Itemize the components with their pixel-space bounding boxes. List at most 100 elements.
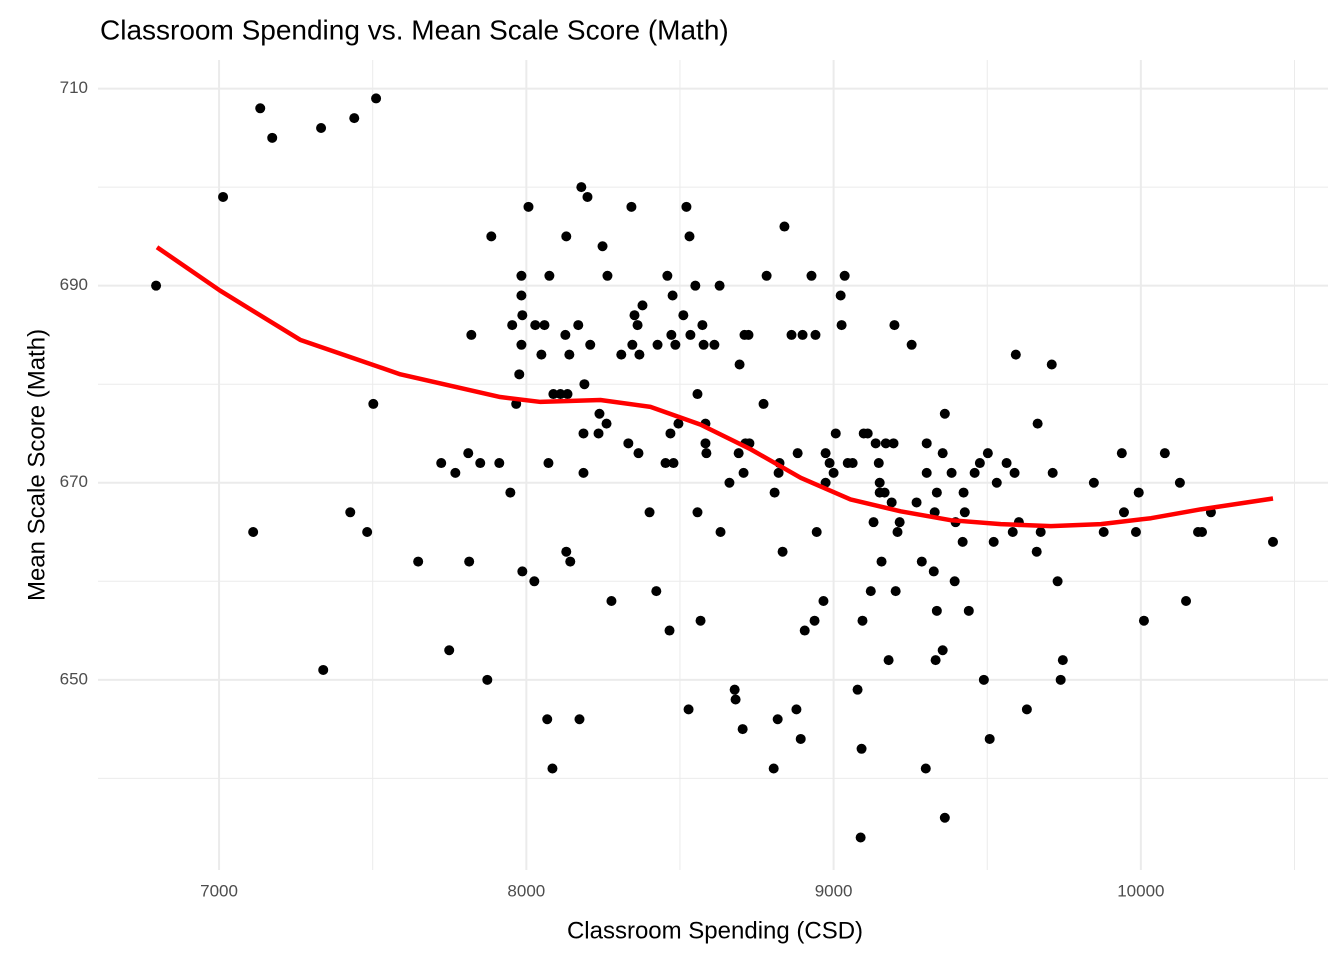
- point: [486, 231, 497, 242]
- point: [516, 339, 527, 350]
- point: [946, 467, 957, 478]
- point: [678, 310, 689, 321]
- point: [957, 536, 968, 547]
- point: [475, 458, 486, 469]
- point: [1174, 477, 1185, 488]
- point: [413, 556, 424, 567]
- point: [958, 487, 969, 498]
- point: [665, 428, 676, 439]
- point: [1010, 349, 1021, 360]
- point: [536, 349, 547, 360]
- point: [529, 576, 540, 587]
- point: [316, 122, 327, 133]
- point: [811, 527, 822, 538]
- point: [664, 625, 675, 636]
- x-tick-label: 9000: [815, 881, 853, 900]
- point: [888, 438, 899, 449]
- point: [684, 231, 695, 242]
- point: [806, 270, 817, 281]
- chart-title: Classroom Spending vs. Mean Scale Score …: [100, 14, 729, 45]
- x-tick-label: 8000: [507, 881, 545, 900]
- point: [1052, 576, 1063, 587]
- point: [670, 339, 681, 350]
- point: [623, 438, 634, 449]
- point: [578, 428, 589, 439]
- point: [931, 605, 942, 616]
- point: [890, 586, 901, 597]
- point: [1001, 458, 1012, 469]
- point: [879, 487, 890, 498]
- point: [690, 280, 701, 291]
- point: [894, 517, 905, 528]
- point: [151, 280, 162, 291]
- point: [539, 320, 550, 331]
- point: [714, 280, 725, 291]
- point: [1098, 527, 1109, 538]
- point: [1055, 674, 1066, 685]
- point: [937, 448, 948, 459]
- point: [818, 595, 829, 606]
- point: [574, 714, 585, 725]
- point: [626, 201, 637, 212]
- point: [466, 329, 477, 340]
- point: [963, 605, 974, 616]
- point: [660, 458, 671, 469]
- point: [828, 467, 839, 478]
- point: [685, 329, 696, 340]
- point: [464, 556, 475, 567]
- point: [1088, 477, 1099, 488]
- point: [809, 615, 820, 626]
- point: [738, 467, 749, 478]
- point: [1116, 448, 1127, 459]
- point: [1057, 655, 1068, 666]
- point: [830, 428, 841, 439]
- point: [1133, 487, 1144, 498]
- point: [868, 517, 879, 528]
- y-tick-label: 690: [60, 275, 88, 294]
- point: [673, 418, 684, 429]
- fit-line: [155, 245, 1274, 529]
- point: [597, 241, 608, 252]
- point: [1007, 527, 1018, 538]
- point: [578, 467, 589, 478]
- point: [839, 270, 850, 281]
- point: [692, 389, 703, 400]
- point: [651, 586, 662, 597]
- point: [835, 290, 846, 301]
- point: [792, 448, 803, 459]
- point: [494, 458, 505, 469]
- point: [555, 389, 566, 400]
- point: [921, 438, 932, 449]
- point: [949, 576, 960, 587]
- point: [436, 458, 447, 469]
- point: [865, 586, 876, 597]
- point: [585, 339, 596, 350]
- point: [582, 191, 593, 202]
- point: [700, 438, 711, 449]
- point: [637, 300, 648, 311]
- point: [543, 458, 554, 469]
- point: [870, 438, 881, 449]
- point: [797, 329, 808, 340]
- point: [345, 507, 356, 518]
- point: [368, 398, 379, 409]
- point: [880, 438, 891, 449]
- point: [516, 270, 527, 281]
- point: [1138, 615, 1149, 626]
- point: [560, 329, 571, 340]
- point: [873, 458, 884, 469]
- point: [666, 329, 677, 340]
- point: [847, 458, 858, 469]
- point: [743, 329, 754, 340]
- point: [920, 763, 931, 774]
- point: [593, 428, 604, 439]
- point: [644, 507, 655, 518]
- point: [606, 595, 617, 606]
- point: [928, 566, 939, 577]
- point: [517, 310, 528, 321]
- point: [773, 467, 784, 478]
- point: [1197, 527, 1208, 538]
- point: [1021, 704, 1032, 715]
- point: [824, 458, 835, 469]
